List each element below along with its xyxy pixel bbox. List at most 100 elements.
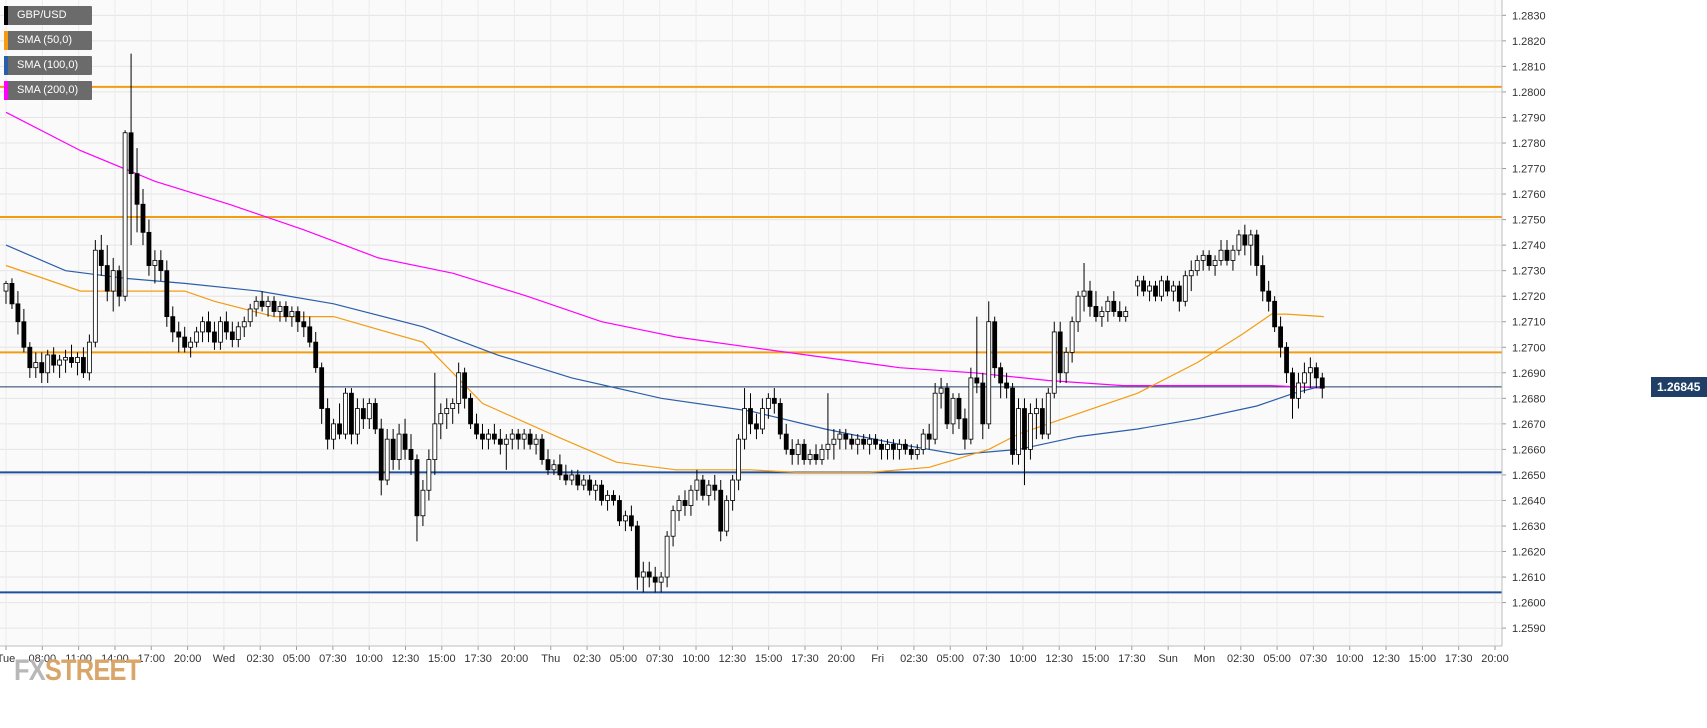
candle-body: [837, 433, 843, 440]
candle-86: [515, 428, 521, 450]
x-tick-label: 02:30: [1227, 653, 1255, 665]
candle-body: [1236, 234, 1242, 251]
candle-87: [521, 428, 527, 450]
candle-15: [92, 240, 98, 348]
candle-body: [1242, 234, 1248, 246]
candle-body: [706, 484, 712, 496]
candle-body: [801, 443, 807, 461]
candle-body: [1111, 300, 1117, 312]
candle-114: [682, 490, 688, 516]
candle-body: [533, 438, 539, 445]
candle-body: [527, 433, 533, 445]
candle-body: [843, 433, 849, 440]
legend-sma100[interactable]: SMA (100,0): [4, 56, 92, 75]
candle-134: [801, 439, 807, 465]
candle-60: [360, 398, 366, 429]
candle-172: [1028, 403, 1033, 460]
candle-216: [1296, 372, 1301, 409]
legend-sma50-label: SMA (50,0): [17, 34, 73, 46]
candle-body: [21, 321, 27, 348]
candle-body: [81, 357, 86, 374]
candle-75: [450, 398, 456, 424]
candle-body: [617, 500, 622, 522]
candle-body: [557, 464, 563, 476]
candle-95: [569, 469, 575, 486]
candle-32: [194, 326, 199, 348]
candle-body: [271, 300, 277, 312]
candle-body: [897, 443, 902, 450]
candle-body: [1272, 300, 1278, 328]
candle-body: [1081, 290, 1087, 297]
y-tick-label: 1.2820: [1512, 36, 1546, 48]
candle-162: [968, 367, 974, 445]
candle-110: [658, 571, 664, 593]
candle-body: [1313, 367, 1319, 379]
candle-body: [218, 321, 223, 343]
candle-186: [1111, 291, 1117, 317]
candle-204: [1224, 240, 1230, 266]
candle-28: [170, 306, 176, 343]
candle-body: [849, 438, 855, 445]
candle-body: [307, 326, 313, 343]
x-tick-label: 17:30: [464, 653, 492, 665]
candle-body: [789, 448, 795, 455]
candle-118: [706, 480, 712, 506]
candle-164: [980, 372, 986, 440]
candle-body: [742, 408, 747, 440]
candle-218: [1307, 357, 1313, 389]
legend-sma50[interactable]: SMA (50,0): [4, 31, 92, 50]
candle-body: [140, 203, 146, 233]
candle-105: [628, 505, 634, 532]
candle-109: [652, 566, 658, 593]
candle-body: [593, 484, 599, 491]
candle-29: [176, 321, 182, 353]
candle-body: [104, 265, 110, 292]
candle-body: [301, 321, 307, 328]
y-tick-label: 1.2640: [1512, 495, 1546, 507]
candle-body: [408, 448, 414, 461]
candle-body: [1278, 326, 1283, 348]
candlesticks: [3, 53, 1325, 593]
candle-187: [1117, 301, 1123, 322]
candle-body: [194, 331, 199, 343]
candle-193: [1159, 275, 1164, 302]
candle-82: [491, 423, 497, 445]
x-tick-label: 10:00: [682, 653, 710, 665]
candle-body: [670, 510, 676, 537]
candle-body: [295, 311, 301, 323]
candle-body: [235, 326, 241, 340]
candle-body: [509, 433, 515, 440]
candle-209: [1254, 229, 1260, 276]
x-tick-label: 17:30: [1118, 653, 1146, 665]
candle-147: [879, 439, 884, 460]
candle-169: [1010, 383, 1015, 465]
candle-body: [57, 359, 63, 366]
x-tick-label: 20:00: [1481, 653, 1509, 665]
candle-body: [682, 500, 688, 506]
y-tick-label: 1.2760: [1512, 189, 1546, 201]
candle-84: [503, 434, 509, 470]
legend-sma200[interactable]: SMA (200,0): [4, 81, 92, 100]
sma50-line: [5, 264, 1324, 473]
candle-body: [486, 433, 491, 440]
candle-31: [188, 337, 194, 358]
candle-207: [1242, 224, 1248, 256]
candle-152: [908, 444, 914, 460]
candle-130: [777, 398, 783, 440]
x-tick-label: Wed: [213, 653, 235, 665]
candle-97: [581, 474, 587, 491]
candle-72: [432, 372, 438, 475]
candle-body: [337, 423, 342, 435]
legend-gbpusd[interactable]: GBP/USD: [4, 6, 92, 25]
candle-64: [384, 428, 390, 486]
candle-body: [1147, 285, 1152, 292]
candle-34: [206, 311, 211, 343]
candle-body: [1033, 408, 1039, 415]
candle-body: [277, 306, 283, 312]
candle-body: [1022, 408, 1027, 450]
candle-46: [277, 301, 283, 322]
candle-148: [885, 439, 890, 460]
candle-123: [736, 434, 741, 491]
candle-body: [1105, 300, 1111, 312]
